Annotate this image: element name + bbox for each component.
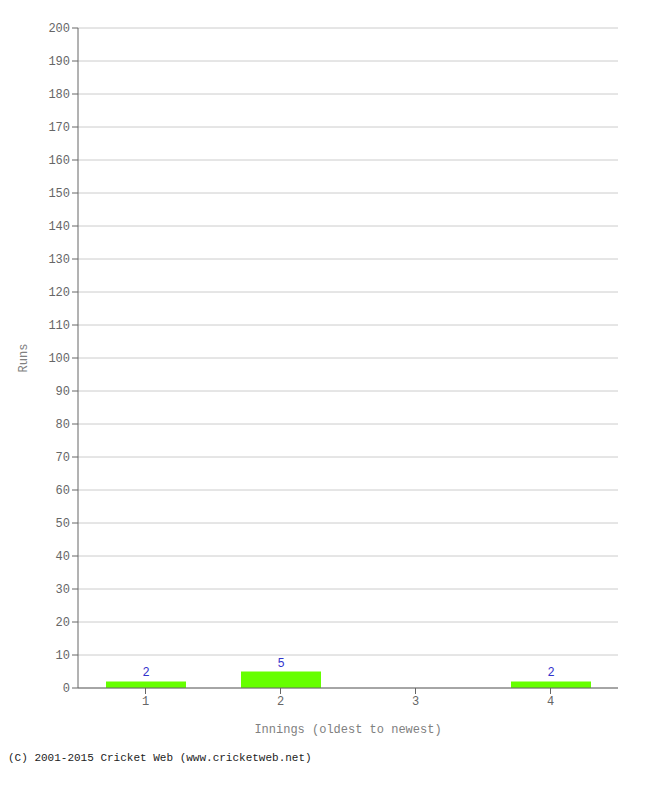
svg-text:2: 2 xyxy=(547,666,554,680)
svg-text:180: 180 xyxy=(48,88,70,102)
svg-text:190: 190 xyxy=(48,55,70,69)
svg-text:Runs: Runs xyxy=(17,344,31,373)
svg-text:2: 2 xyxy=(142,666,149,680)
svg-text:100: 100 xyxy=(48,352,70,366)
svg-text:Innings (oldest to newest): Innings (oldest to newest) xyxy=(254,723,441,737)
svg-text:70: 70 xyxy=(56,451,70,465)
svg-text:10: 10 xyxy=(56,649,70,663)
svg-text:2: 2 xyxy=(277,695,284,709)
svg-text:110: 110 xyxy=(48,319,70,333)
svg-text:5: 5 xyxy=(277,657,284,671)
svg-text:90: 90 xyxy=(56,385,70,399)
svg-text:200: 200 xyxy=(48,22,70,36)
svg-text:20: 20 xyxy=(56,616,70,630)
svg-text:160: 160 xyxy=(48,154,70,168)
svg-text:120: 120 xyxy=(48,286,70,300)
svg-text:3: 3 xyxy=(412,695,419,709)
svg-text:50: 50 xyxy=(56,517,70,531)
svg-text:170: 170 xyxy=(48,121,70,135)
svg-text:30: 30 xyxy=(56,583,70,597)
svg-text:150: 150 xyxy=(48,187,70,201)
svg-text:1: 1 xyxy=(142,695,149,709)
svg-text:130: 130 xyxy=(48,253,70,267)
svg-text:80: 80 xyxy=(56,418,70,432)
svg-text:4: 4 xyxy=(547,695,554,709)
svg-text:0: 0 xyxy=(63,682,70,696)
svg-text:140: 140 xyxy=(48,220,70,234)
html-text:(C) 2001-2015 Cricket Web (www: (C) 2001-2015 Cricket Web (www.cricketwe… xyxy=(8,752,312,764)
svg-text:40: 40 xyxy=(56,550,70,564)
svg-text:60: 60 xyxy=(56,484,70,498)
